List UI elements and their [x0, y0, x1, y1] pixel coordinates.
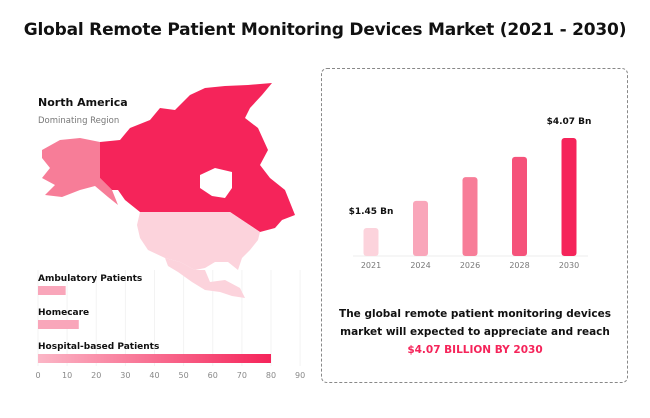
page-title: Global Remote Patient Monitoring Devices… — [23, 20, 627, 40]
horizontal-chart-grid — [37, 270, 301, 366]
x-tick-60: 60 — [208, 371, 218, 380]
x-tick-20: 20 — [91, 371, 101, 380]
bar-2024 — [413, 200, 428, 256]
map-hudson-bay — [200, 168, 232, 198]
x-tick-40: 40 — [149, 371, 159, 380]
hbar-label-ambulatory: Ambulatory Patients — [38, 274, 143, 284]
hbar-label-hospital: Hospital-based Patients — [38, 342, 160, 352]
map-mexico — [165, 258, 245, 298]
hbar-homecare — [38, 320, 79, 329]
x-tick-2030: 2030 — [559, 261, 579, 270]
x-tick-2021: 2021 — [361, 261, 381, 270]
x-tick-70: 70 — [237, 371, 247, 380]
bar-2028 — [512, 156, 527, 256]
hbar-ambulatory-patients — [38, 286, 66, 295]
x-tick-2028: 2028 — [509, 261, 529, 270]
patient-type-bar-chart: 0 10 20 30 40 50 60 70 80 90 — [35, 286, 305, 380]
bar-2030 — [561, 137, 577, 256]
x-tick-10: 10 — [62, 371, 72, 380]
hbar-hospital-based-patients — [38, 354, 271, 363]
bar-2021 — [363, 227, 379, 256]
x-tick-2024: 2024 — [410, 261, 430, 270]
map-alaska — [42, 138, 118, 205]
market-size-bar-chart: 2021 $1.45 Bn 2024 2026 2028 2030 $4.07 Bn — [349, 117, 592, 270]
hbar-label-homecare: Homecare — [38, 308, 90, 318]
region-subtitle: Dominating Region — [38, 116, 120, 126]
x-tick-2026: 2026 — [460, 261, 480, 270]
x-tick-80: 80 — [266, 371, 276, 380]
market-caption: The global remote patient monitoring dev… — [330, 305, 620, 359]
x-tick-50: 50 — [179, 371, 189, 380]
x-tick-0: 0 — [35, 371, 40, 380]
data-label-2030: $4.07 Bn — [547, 117, 592, 127]
x-tick-30: 30 — [120, 371, 130, 380]
bar-2026 — [462, 177, 478, 256]
caption-text: The global remote patient monitoring dev… — [339, 308, 611, 338]
market-panel — [321, 68, 628, 383]
x-tick-90: 90 — [295, 371, 305, 380]
data-label-2021: $1.45 Bn — [349, 207, 394, 217]
region-name: North America — [38, 96, 128, 109]
map-canada — [100, 83, 295, 232]
map-usa — [137, 212, 260, 270]
caption-highlight: $4.07 BILLION BY 2030 — [407, 344, 543, 356]
